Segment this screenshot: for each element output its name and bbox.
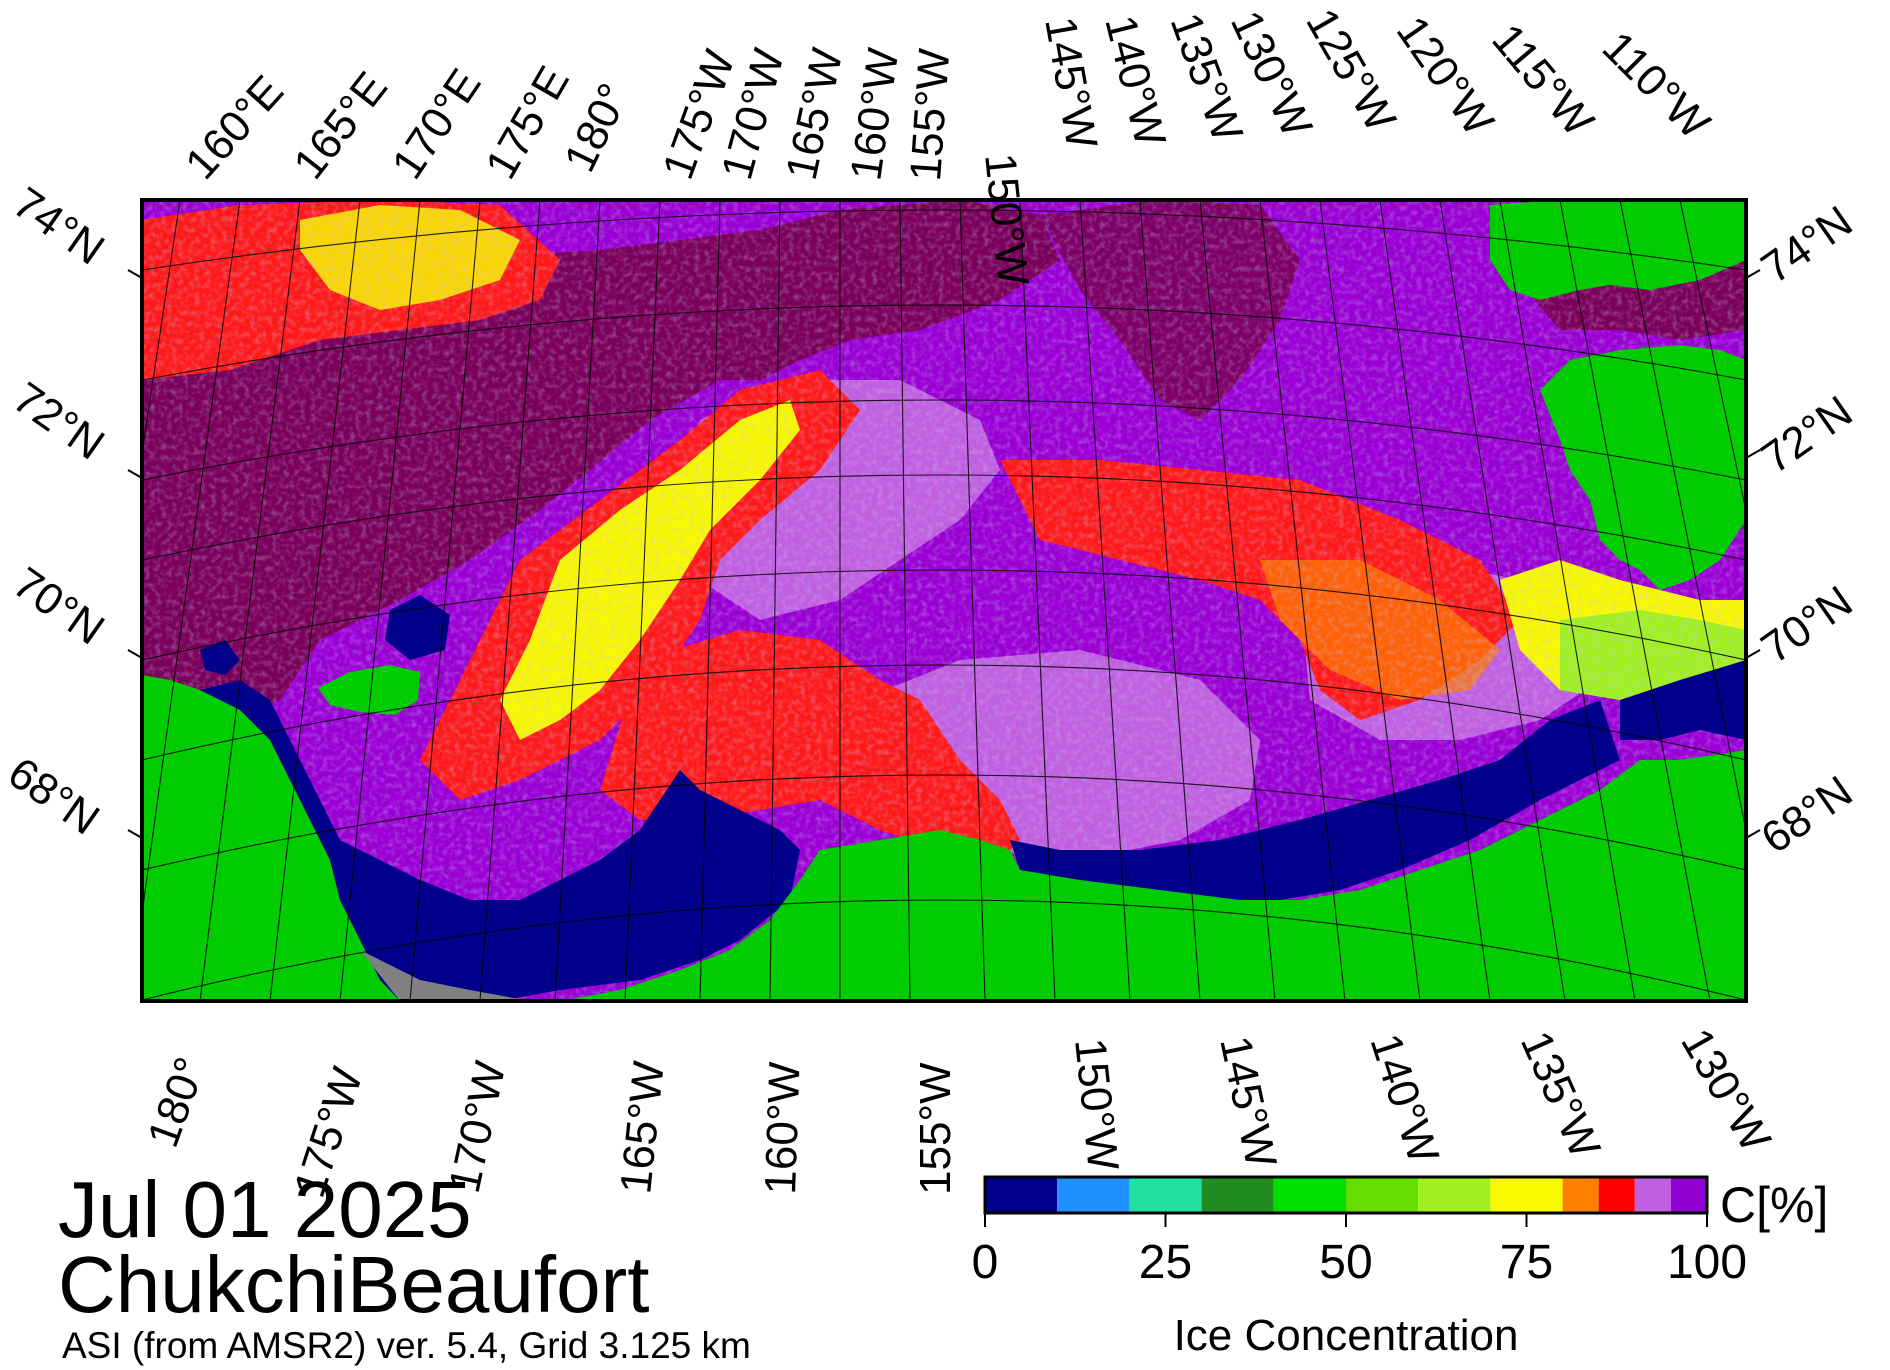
colorbar-bin bbox=[1057, 1177, 1130, 1213]
top-lon-label: 155°W bbox=[901, 47, 959, 183]
right-lat-label: 68°N bbox=[1753, 767, 1862, 864]
top-lon-label: 175°E bbox=[476, 58, 579, 187]
bottom-lon-label: 160°W bbox=[756, 1061, 810, 1196]
colorbar-title: Ice Concentration bbox=[1174, 1311, 1519, 1360]
open-water-east bbox=[1620, 660, 1746, 740]
colorbar-unit: C[%] bbox=[1720, 1177, 1828, 1233]
left-lat-label: 68°N bbox=[0, 748, 108, 845]
right-lat-label: 72°N bbox=[1753, 387, 1862, 484]
top-lon-label: 115°W bbox=[1482, 15, 1603, 146]
right-lat-label: 70°N bbox=[1753, 577, 1862, 674]
colorbar-bin bbox=[1129, 1177, 1202, 1213]
land-siberia bbox=[142, 675, 400, 1001]
map-frame bbox=[140, 198, 1748, 1003]
top-lon-label: 120°W bbox=[1387, 8, 1503, 145]
bottom-lon-label: 135°W bbox=[1511, 1024, 1610, 1165]
colorbar-bin bbox=[1562, 1177, 1599, 1213]
top-lon-label: 140°W bbox=[1095, 11, 1175, 152]
colorbar bbox=[985, 1177, 1707, 1213]
land-banks-island bbox=[1540, 345, 1746, 590]
land-victoria-island bbox=[1490, 200, 1746, 300]
top-lon-label: 160°E bbox=[176, 66, 293, 188]
open-water-south bbox=[1010, 700, 1620, 900]
tick-marks bbox=[127, 269, 1761, 839]
top-lon-label: 160°W bbox=[841, 45, 908, 184]
colorbar-bin bbox=[1273, 1177, 1346, 1213]
colorbar-bin bbox=[1634, 1177, 1671, 1213]
bottom-lon-label: 155°W bbox=[911, 1062, 960, 1195]
colorbar-bin bbox=[1201, 1177, 1274, 1213]
right-lat-label: 74°N bbox=[1753, 197, 1862, 294]
top-lon-label: 165°E bbox=[284, 63, 397, 188]
top-lon-label: 145°W bbox=[1035, 13, 1106, 152]
bottom-lon-label: 145°W bbox=[1210, 1032, 1286, 1172]
colorbar-bin bbox=[985, 1177, 1058, 1213]
colorbar-bin bbox=[1670, 1177, 1707, 1213]
map-subtitle: ASI (from AMSR2) ver. 5.4, Grid 3.125 km bbox=[62, 1325, 751, 1366]
colorbar-bin bbox=[1598, 1177, 1635, 1213]
colorbar-tick-label: 0 bbox=[972, 1236, 999, 1289]
map-date-title: Jul 01 2025 bbox=[58, 1165, 472, 1254]
colorbar-bin bbox=[1346, 1177, 1419, 1213]
left-lat-label: 72°N bbox=[4, 373, 113, 470]
top-lon-label: 170°E bbox=[383, 60, 491, 187]
bottom-lon-label: 150°W bbox=[1065, 1036, 1128, 1173]
left-lat-label: 70°N bbox=[4, 558, 113, 655]
colorbar-tick-label: 25 bbox=[1139, 1236, 1192, 1289]
colorbar-bin bbox=[1418, 1177, 1491, 1213]
land-alaska bbox=[560, 750, 1746, 1001]
colorbar-bin bbox=[1490, 1177, 1563, 1213]
missing-data-area bbox=[360, 950, 530, 1001]
graticule bbox=[142, 200, 1746, 1001]
colorbar-ticks: 0 25 50 75 100 bbox=[972, 1213, 1747, 1289]
bottom-lon-label: 130°W bbox=[1671, 1021, 1780, 1161]
colorbar-tick-label: 50 bbox=[1319, 1236, 1372, 1289]
colorbar-tick-label: 100 bbox=[1667, 1236, 1747, 1289]
top-lon-label: 110°W bbox=[1593, 22, 1719, 148]
left-lat-label: 74°N bbox=[4, 178, 113, 275]
bottom-lon-label: 165°W bbox=[611, 1059, 674, 1196]
map-region-title: ChukchiBeaufort bbox=[58, 1240, 650, 1329]
land-wrangel-island bbox=[318, 665, 420, 715]
bottom-lon-label: 180° bbox=[138, 1051, 215, 1153]
colorbar-tick-label: 75 bbox=[1500, 1236, 1553, 1289]
map-panel bbox=[142, 200, 1746, 1001]
bottom-lon-label: 140°W bbox=[1360, 1028, 1448, 1170]
open-water-bay-2 bbox=[200, 640, 240, 675]
